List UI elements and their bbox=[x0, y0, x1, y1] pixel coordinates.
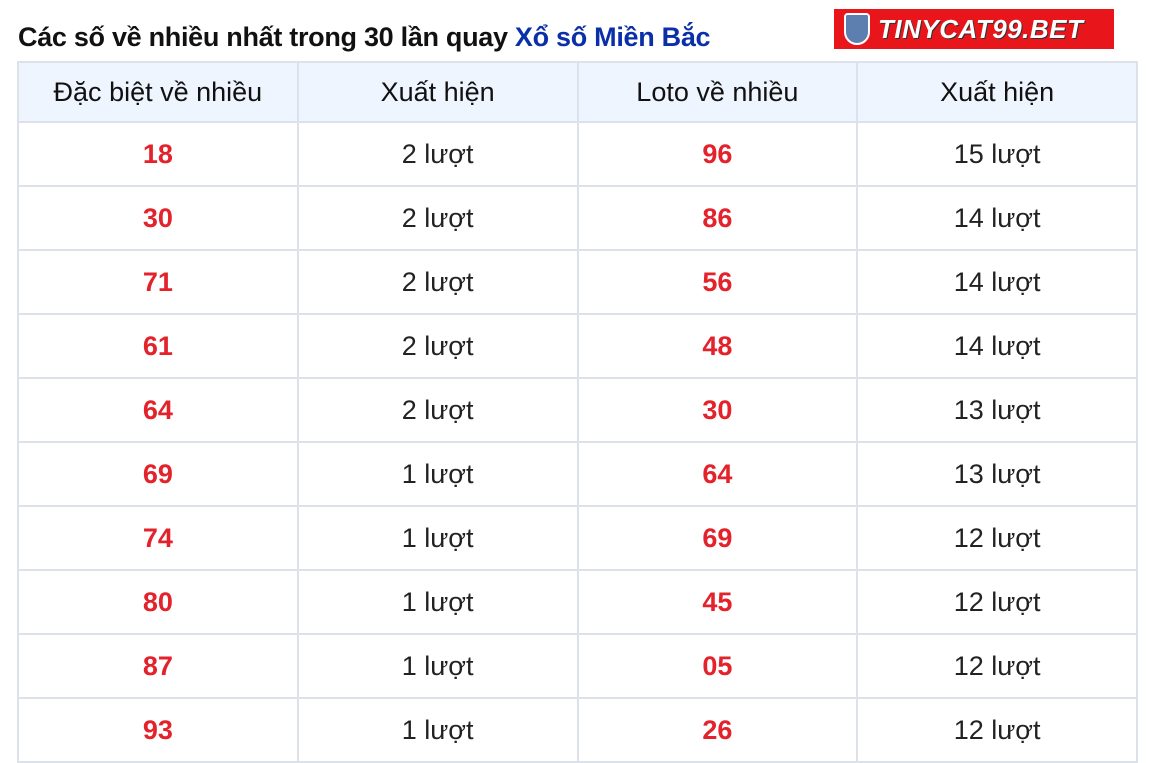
loto-count: 12 lượt bbox=[856, 633, 1138, 699]
loto-number: 69 bbox=[576, 505, 859, 571]
loto-count: 15 lượt bbox=[856, 121, 1138, 187]
loto-number: 48 bbox=[576, 313, 859, 379]
special-count: 1 lượt bbox=[296, 569, 579, 635]
loto-number: 86 bbox=[576, 185, 859, 251]
page-title: Các số về nhiều nhất trong 30 lần quay X… bbox=[18, 22, 711, 53]
loto-count: 14 lượt bbox=[856, 313, 1138, 379]
cat-shield-icon bbox=[844, 13, 870, 45]
special-count: 2 lượt bbox=[296, 185, 579, 251]
table-row: 80 1 lượt 45 12 lượt bbox=[17, 569, 1138, 635]
table-row: 30 2 lượt 86 14 lượt bbox=[17, 185, 1138, 251]
special-number: 18 bbox=[17, 121, 299, 187]
table-header-row: Đặc biệt về nhiều Xuất hiện Loto về nhiều X… bbox=[17, 61, 1138, 123]
special-number: 71 bbox=[17, 249, 299, 315]
special-count: 2 lượt bbox=[296, 377, 579, 443]
loto-number: 26 bbox=[576, 697, 859, 763]
special-number: 69 bbox=[17, 441, 299, 507]
loto-number: 30 bbox=[576, 377, 859, 443]
loto-number: 45 bbox=[576, 569, 859, 635]
loto-count: 14 lượt bbox=[856, 185, 1138, 251]
header-special-count: Xuất hiện bbox=[296, 61, 579, 123]
table-row: 18 2 lượt 96 15 lượt bbox=[17, 121, 1138, 187]
loto-number: 56 bbox=[576, 249, 859, 315]
loto-count: 12 lượt bbox=[856, 697, 1138, 763]
special-count: 1 lượt bbox=[296, 697, 579, 763]
special-number: 80 bbox=[17, 569, 299, 635]
brand-logo[interactable]: TINYCAT99.BET bbox=[834, 9, 1114, 49]
special-count: 1 lượt bbox=[296, 505, 579, 571]
lottery-link[interactable]: Xổ số Miền Bắc bbox=[514, 22, 711, 52]
special-count: 2 lượt bbox=[296, 121, 579, 187]
title-text: Các số về nhiều nhất trong 30 lần quay bbox=[18, 22, 508, 52]
special-number: 87 bbox=[17, 633, 299, 699]
loto-number: 05 bbox=[576, 633, 859, 699]
loto-count: 14 lượt bbox=[856, 249, 1138, 315]
special-count: 2 lượt bbox=[296, 249, 579, 315]
stats-table: Đặc biệt về nhiều Xuất hiện Loto về nhiều X… bbox=[17, 61, 1138, 763]
special-number: 30 bbox=[17, 185, 299, 251]
table-row: 93 1 lượt 26 12 lượt bbox=[17, 697, 1138, 763]
special-number: 64 bbox=[17, 377, 299, 443]
table-row: 61 2 lượt 48 14 lượt bbox=[17, 313, 1138, 379]
loto-number: 64 bbox=[576, 441, 859, 507]
special-count: 2 lượt bbox=[296, 313, 579, 379]
special-count: 1 lượt bbox=[296, 441, 579, 507]
table-row: 87 1 lượt 05 12 lượt bbox=[17, 633, 1138, 699]
header-special: Đặc biệt về nhiều bbox=[17, 61, 299, 123]
table-row: 71 2 lượt 56 14 lượt bbox=[17, 249, 1138, 315]
loto-count: 12 lượt bbox=[856, 505, 1138, 571]
loto-count: 13 lượt bbox=[856, 377, 1138, 443]
table-row: 64 2 lượt 30 13 lượt bbox=[17, 377, 1138, 443]
header-loto-count: Xuất hiện bbox=[856, 61, 1138, 123]
loto-count: 12 lượt bbox=[856, 569, 1138, 635]
loto-number: 96 bbox=[576, 121, 859, 187]
special-count: 1 lượt bbox=[296, 633, 579, 699]
header-loto: Loto về nhiều bbox=[576, 61, 859, 123]
special-number: 93 bbox=[17, 697, 299, 763]
loto-count: 13 lượt bbox=[856, 441, 1138, 507]
table-row: 74 1 lượt 69 12 lượt bbox=[17, 505, 1138, 571]
table-row: 69 1 lượt 64 13 lượt bbox=[17, 441, 1138, 507]
special-number: 61 bbox=[17, 313, 299, 379]
special-number: 74 bbox=[17, 505, 299, 571]
logo-text: TINYCAT99.BET bbox=[878, 13, 1084, 44]
